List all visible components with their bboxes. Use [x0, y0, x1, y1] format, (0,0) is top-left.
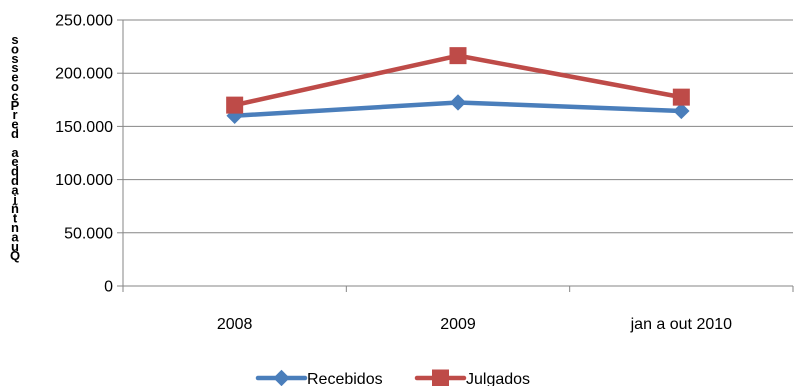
legend-item-recebidos: Recebidos	[255, 369, 383, 386]
x-tick-label: jan a out 2010	[630, 316, 733, 333]
axes	[117, 19, 794, 292]
y-tick-labels: 0 50.000 100.000 150.000 200.000 250.000	[55, 13, 113, 296]
legend: Recebidos Julgados	[255, 369, 530, 386]
y-tick-label: 250.000	[55, 13, 113, 30]
y-tick-label: 0	[104, 279, 113, 296]
legend-label-recebidos: Recebidos	[307, 371, 383, 386]
data-point-julgados	[226, 96, 244, 114]
y-tick-label: 200.000	[55, 66, 113, 83]
y-tick-label: 100.000	[55, 172, 113, 189]
x-tick-labels: 2008 2009 jan a out 2010	[217, 316, 732, 333]
data-point-julgados	[672, 88, 690, 106]
x-tick-label: 2009	[440, 316, 476, 333]
data-point-recebidos	[673, 102, 690, 120]
data-point-julgados	[449, 47, 467, 65]
gridlines	[123, 19, 793, 234]
legend-marker-julgados	[432, 369, 449, 386]
series-group	[226, 47, 690, 124]
legend-marker-recebidos	[273, 369, 290, 386]
legend-label-julgados: Julgados	[466, 371, 530, 386]
data-point-recebidos	[449, 94, 467, 111]
legend-item-julgados: Julgados	[414, 369, 530, 386]
x-tick-label: 2008	[217, 316, 253, 333]
y-tick-label: 50.000	[64, 225, 113, 242]
y-tick-label: 150.000	[55, 119, 113, 136]
